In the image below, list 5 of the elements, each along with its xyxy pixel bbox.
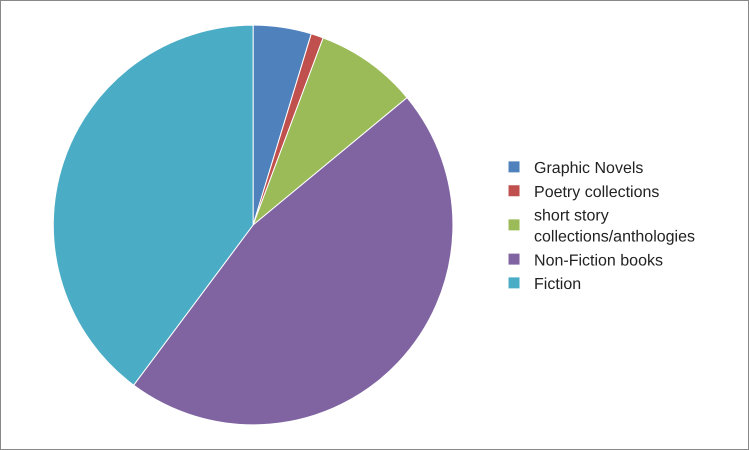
legend-label: Graphic Novels	[534, 160, 644, 178]
legend-label: short story collections/anthologies	[534, 208, 696, 246]
legend-label: Poetry collections	[534, 184, 660, 201]
legend-label: Non-Fiction books	[534, 252, 663, 270]
legend-label: Fiction	[534, 276, 582, 294]
